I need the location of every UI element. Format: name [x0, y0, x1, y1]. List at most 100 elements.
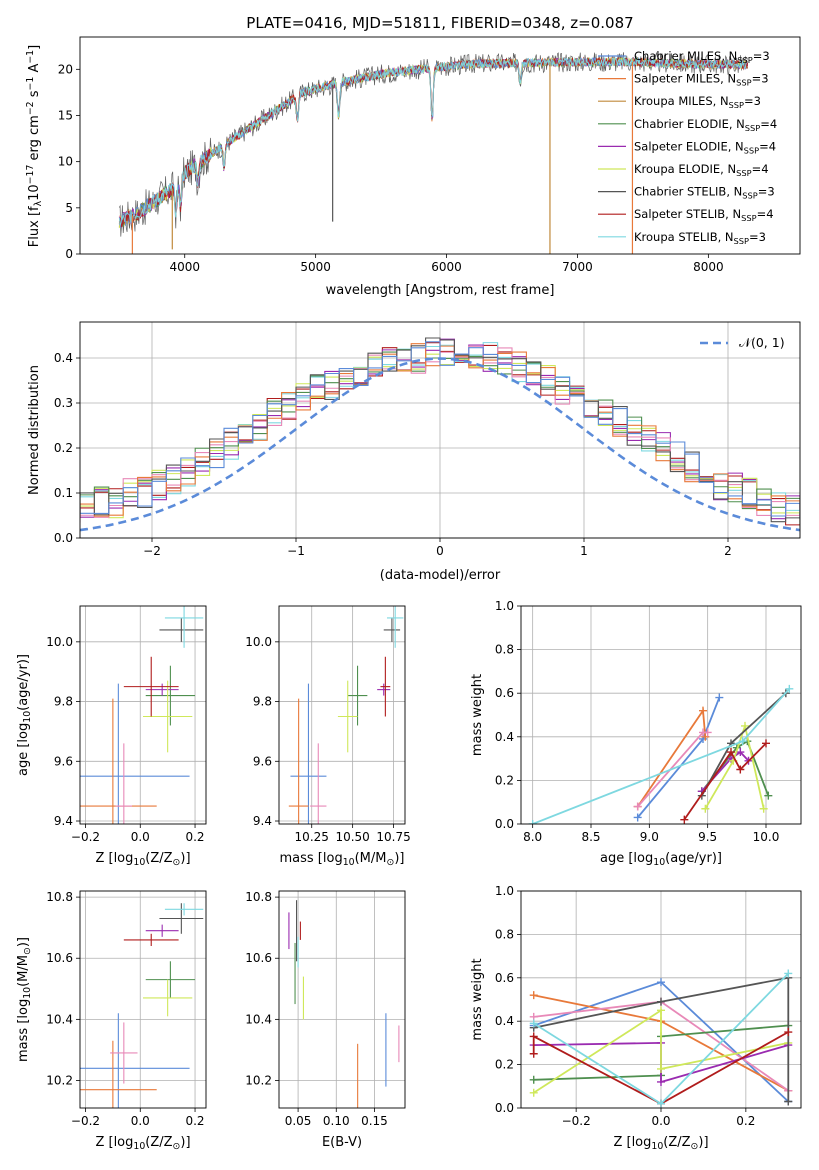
weight-marker [528, 820, 537, 824]
legend-entry-part: SSP [736, 78, 751, 88]
panel-mass_weight_vs_z: −0.2 0.0 0.2 0.0 0.2 0.4 0.6 0.8 1.0 Z [log10(Z/Z… [470, 884, 802, 1152]
x-axis-label-part: mass [log [280, 851, 343, 866]
weight-marker [741, 721, 749, 730]
y-tick-label: 1.0 [495, 884, 514, 898]
x-tick-label: −0.2 [71, 1114, 100, 1128]
panel-age_vs_z: −0.2 0.0 0.29.49.69.810.0Z [log10(Z/Z⊙)]ag… [16, 605, 207, 868]
plot-area [80, 337, 800, 532]
x-tick-label: 8000 [693, 260, 724, 274]
y-tick-label: 0.0 [495, 817, 514, 831]
y-axis-label-part: λ [33, 200, 44, 206]
y-tick-label: 0.6 [495, 971, 514, 985]
panel-mass_weight_vs_age: 8.0 8.5 9.0 9.5 10.0 0.0 0.2 0.4 0.6 0.8 1.0 age [l… [470, 599, 802, 868]
x-axis-label: age [log10(age/yr)] [600, 851, 722, 868]
plot-area [80, 606, 204, 824]
weight-marker [703, 728, 712, 737]
x-axis-label-part: (Z/Z [145, 1135, 172, 1150]
y-axis-label-part: (M/M [16, 955, 31, 987]
y-tick-label: 9.4 [54, 814, 73, 828]
weight-marker [680, 815, 689, 824]
x-tick-label: −0.2 [71, 830, 100, 844]
y-tick-label: 5 [65, 201, 73, 215]
legend-entry-part: =4 [759, 139, 776, 153]
weight-line-kroupa_stelib [532, 688, 790, 824]
x-axis-label-part: Z [log [95, 1135, 133, 1150]
y-tick-label: 0.3 [54, 396, 73, 410]
x-axis-label-part: )] [180, 851, 190, 866]
y-tick-label: 10.8 [46, 890, 73, 904]
legend-entry-part: Chabrier ELODIE, N [634, 117, 745, 131]
x-tick-label: 0.0 [651, 1114, 670, 1128]
legend-entry: Chabrier ELODIE, NSSP=4 [634, 117, 777, 133]
weight-line-kroupa_elodie [704, 722, 765, 810]
x-tick-label: −2 [143, 544, 161, 558]
legend-entry: Kroupa ELODIE, NSSP=4 [634, 162, 769, 178]
x-tick-label: −1 [287, 544, 305, 558]
x-tick-label: 8.5 [581, 830, 600, 844]
x-axis-label-part: age [log [600, 851, 653, 866]
axis-ticks: 0.05 0.10 0.15 10.2 10.4 10.6 10.8 [245, 890, 388, 1128]
legend-entry: Kroupa MILES, NSSP=3 [634, 94, 761, 110]
y-axis-label-part: s [27, 90, 42, 101]
y-axis-label: Flux [fλ10−17 erg cm−2 s−1 A−1] [25, 45, 44, 247]
x-axis-label-part: (M/M [355, 851, 387, 866]
weight-marker [759, 804, 768, 813]
legend-entry-part: =4 [757, 207, 774, 221]
legend-entry-part: Kroupa STELIB, N [634, 230, 734, 244]
y-axis-label-part: ⊙ [22, 947, 33, 955]
y-tick-label: 9.8 [253, 695, 272, 709]
weight-marker [736, 748, 745, 757]
y-tick-label: 0.4 [54, 351, 73, 365]
legend-entry: Chabrier STELIB, NSSP=3 [634, 185, 775, 201]
axes-frame [79, 605, 207, 825]
legend-entry-part: SSP [736, 168, 751, 178]
axes-frame [278, 890, 406, 1109]
plot-area [288, 900, 400, 1108]
y-tick-label: 0.4 [495, 1014, 514, 1028]
panel-residuals: −2 −1 0 1 2 0.0 0.1 0.2 0.3 0.4 (data-model)/error… [27, 321, 801, 583]
legend-entry: Salpeter MILES, NSSP=3 [634, 72, 769, 88]
x-tick-label: 9.0 [640, 830, 659, 844]
x-tick-label: 1 [580, 544, 588, 558]
y-tick-label: 10.0 [46, 635, 73, 649]
weight-marker [764, 791, 773, 800]
axes-frame [520, 605, 802, 825]
x-axis-label-part: 10 [343, 857, 355, 868]
y-axis-label-part: −1 [25, 50, 36, 64]
weight-marker [715, 693, 724, 702]
y-axis-label-part: 10 [27, 184, 42, 201]
legend-entry-part: Chabrier STELIB, N [634, 185, 742, 199]
weight-marker [657, 1099, 665, 1108]
legend-entry-part: =3 [758, 185, 775, 199]
x-axis-label-part: 10 [133, 1141, 145, 1152]
weight-marker [784, 1028, 793, 1037]
x-tick-label: 4000 [169, 260, 200, 274]
legend-entry-part: SSP [745, 123, 760, 133]
x-axis-label-part: )] [394, 851, 404, 866]
y-axis-label-part: 10 [22, 711, 33, 723]
x-axis-label-part: (age/yr)] [665, 851, 722, 866]
axes-frame [520, 890, 802, 1109]
y-axis-label-part: )] [16, 937, 31, 947]
y-axis-label: mass [log10(M/M⊙)] [16, 937, 33, 1062]
y-tick-label: 20 [58, 62, 73, 76]
y-tick-label: 0.0 [495, 1101, 514, 1115]
weight-line-salpeter_stelib [683, 742, 767, 821]
y-tick-label: 0.4 [495, 730, 514, 744]
legend-entry-part: Salpeter ELODIE, N [634, 139, 744, 153]
y-axis-label-part: erg cm [27, 115, 42, 164]
weight-marker [657, 1006, 665, 1015]
x-axis-label-part: Z [log [95, 851, 133, 866]
y-axis-label-part: 10 [22, 987, 33, 999]
plot-area [529, 969, 793, 1108]
legend-entry-part: =3 [753, 49, 770, 63]
axis-ticks: 8.0 8.5 9.0 9.5 10.0 0.0 0.2 0.4 0.6 0.8 1.0 [495, 599, 779, 844]
y-tick-label: 10.4 [46, 1012, 73, 1026]
x-tick-label: 0.10 [323, 1114, 350, 1128]
histogram-salpeter_elodie [80, 338, 800, 520]
axes-frame [79, 890, 207, 1109]
x-axis-label: (data-model)/error [380, 568, 501, 583]
x-tick-label: 10.50 [335, 830, 369, 844]
